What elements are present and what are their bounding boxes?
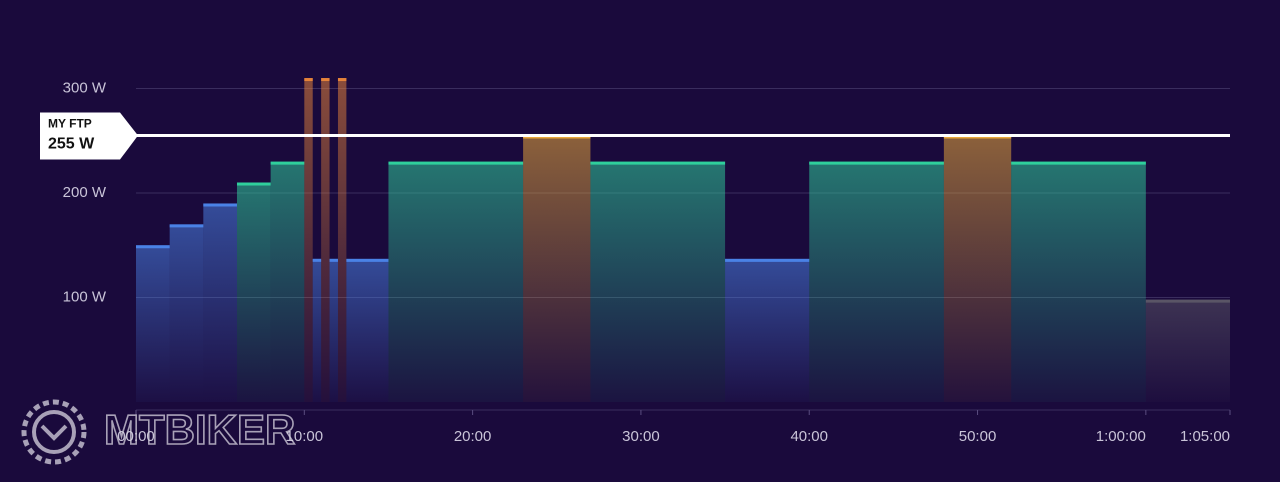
x-tick-label: 10:00 xyxy=(286,428,324,445)
power-block xyxy=(169,224,204,402)
x-tick-label: 00:00 xyxy=(117,428,155,445)
power-block xyxy=(523,135,591,402)
watermark-logo xyxy=(21,399,87,465)
power-block xyxy=(136,245,170,402)
power-block xyxy=(312,258,322,402)
y-tick-label: 200 W xyxy=(63,184,107,201)
ftp-flag xyxy=(40,112,138,160)
x-tick-label: 1:00:00 xyxy=(1096,428,1146,445)
power-block xyxy=(236,182,271,402)
x-tick-label: 40:00 xyxy=(790,428,828,445)
y-tick-label: 300 W xyxy=(63,79,107,96)
power-block xyxy=(337,78,347,403)
power-block xyxy=(203,203,237,402)
power-block xyxy=(725,258,810,402)
power-block xyxy=(321,78,330,403)
y-tick-label: 100 W xyxy=(63,288,107,305)
power-block xyxy=(943,135,1012,402)
power-block xyxy=(346,258,389,402)
watermark-text: MTBIKER xyxy=(104,406,295,453)
power-block xyxy=(590,161,726,402)
watermark-gear xyxy=(21,399,87,465)
power-block xyxy=(304,78,313,403)
power-block xyxy=(270,161,305,402)
x-tick-label: 20:00 xyxy=(454,428,492,445)
power-block xyxy=(1145,299,1230,402)
power-block xyxy=(1011,161,1146,402)
x-tick-label: 1:05:00 xyxy=(1180,428,1230,445)
x-tick-label: 30:00 xyxy=(622,428,660,445)
power-block xyxy=(329,258,338,402)
ftp-label: MY FTP xyxy=(48,117,92,131)
power-block xyxy=(388,161,524,402)
watermark-mark xyxy=(40,424,68,441)
watermark-ring xyxy=(32,410,76,454)
power-block xyxy=(809,161,944,402)
ftp-value: 255 W xyxy=(48,136,95,153)
x-tick-label: 50:00 xyxy=(959,428,997,445)
